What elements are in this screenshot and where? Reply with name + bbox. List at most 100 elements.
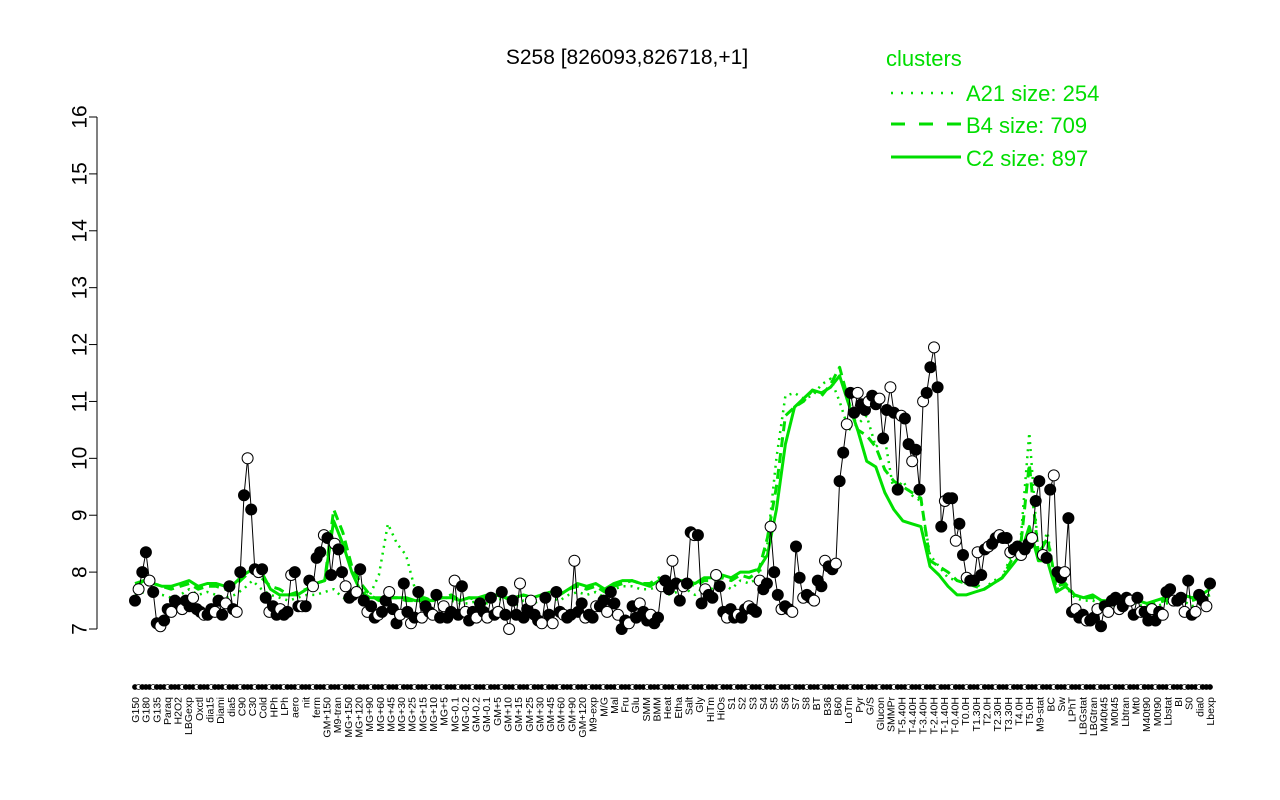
x-tick-label: T4.0H — [1013, 697, 1025, 726]
x-tick-label: dia0 — [1194, 697, 1206, 717]
x-tick-label: T-1.40H — [939, 697, 951, 734]
y-tick-label: 8 — [68, 566, 91, 578]
x-tick-label: G135 — [151, 697, 163, 723]
data-point — [506, 594, 519, 607]
data-point — [1164, 583, 1177, 596]
x-tick-label: Etha — [673, 697, 685, 719]
x-tick-label: T-3.40H — [918, 697, 930, 734]
x-tick-label: M0t90 — [1152, 697, 1164, 726]
data-point — [550, 586, 563, 598]
data-point — [132, 583, 145, 596]
x-tick-label: HPh — [268, 697, 280, 718]
data-point — [837, 446, 850, 459]
x-tick-label: Mal — [609, 697, 621, 714]
x-tick-label: ferm — [311, 697, 323, 718]
data-point — [710, 569, 723, 581]
x-tick-label: Diami — [215, 697, 227, 724]
data-point — [750, 605, 762, 618]
data-point — [884, 381, 897, 394]
x-tick-label: Fru — [620, 697, 632, 713]
x-tick-label: B60 — [833, 697, 845, 716]
x-tick-label: nit — [300, 697, 312, 708]
x-tick-label: Cold — [258, 697, 270, 719]
x-tick-label: GM+120 — [577, 697, 589, 738]
x-tick-label: MG-0.1 — [449, 697, 461, 732]
x-tick-label: M/G — [598, 697, 610, 717]
x-tick-label: Lbexp — [1205, 697, 1217, 726]
data-point — [412, 586, 425, 598]
data-point — [139, 546, 152, 559]
data-point — [946, 492, 959, 505]
data-point — [873, 392, 886, 405]
x-tick-label: Gly — [694, 696, 706, 713]
data-point — [129, 594, 141, 607]
data-point — [931, 381, 944, 394]
data-point — [898, 412, 911, 425]
data-point — [158, 614, 171, 627]
data-point — [216, 608, 229, 621]
data-point — [935, 520, 948, 533]
data-point — [307, 580, 319, 593]
y-tick-label: 10 — [68, 447, 91, 470]
data-point — [230, 605, 243, 618]
x-tick-label: T5.0H — [1024, 697, 1036, 726]
x-tick-label: MG+45 — [385, 697, 397, 732]
x-tick-label: T2.30H — [992, 697, 1004, 731]
data-point — [760, 577, 773, 590]
x-tick-label: T-5.40H — [896, 697, 908, 734]
x-tick-label: Pyr — [854, 696, 866, 712]
data-point — [136, 566, 149, 579]
x-tick-label: BT — [811, 696, 823, 710]
x-tick-label: SMM — [641, 697, 653, 722]
data-point — [771, 588, 784, 601]
x-tick-label: GM+15 — [513, 697, 525, 732]
data-point — [546, 617, 559, 630]
x-tick-label: S0 — [1184, 697, 1196, 710]
data-point — [288, 566, 301, 579]
x-tick-label: S2 — [737, 697, 749, 710]
x-tick-label: Glucon — [875, 697, 887, 730]
data-point — [245, 503, 258, 516]
y-tick-label: 7 — [68, 623, 91, 635]
data-point — [851, 386, 864, 399]
x-tick-label: S3 — [747, 697, 759, 710]
data-point — [339, 580, 352, 593]
data-point — [691, 529, 704, 542]
data-point — [430, 588, 443, 601]
data-point — [539, 591, 552, 604]
y-tick-label: 12 — [68, 333, 91, 356]
x-tick-label: LPh — [279, 697, 291, 716]
data-point — [165, 605, 178, 618]
x-tick-label: MG+120 — [354, 697, 366, 738]
data-point — [840, 418, 853, 431]
x-tick-label: S7 — [790, 697, 802, 710]
x-tick-label: GM-0.1 — [481, 697, 493, 732]
x-tick-label: Salt — [684, 697, 696, 715]
data-point — [920, 386, 933, 399]
y-tick-label: 13 — [68, 276, 91, 299]
x-tick-label: T0.0H — [960, 697, 972, 726]
x-tick-label: MG+5 — [439, 697, 451, 726]
x-axis: G150G180G135ParaqH2O2LBGexpOxctldia15Dia… — [130, 684, 1217, 738]
y-tick-label: 16 — [68, 105, 91, 128]
data-point — [1102, 605, 1115, 618]
x-tick-label: S8 — [801, 697, 813, 710]
data-point — [790, 540, 802, 553]
data-point — [1095, 620, 1107, 633]
data-point — [848, 406, 861, 419]
x-tick-label: BMM — [652, 697, 664, 722]
data-point — [928, 341, 940, 354]
x-tick-label: Oxctl — [194, 697, 206, 721]
data-point — [597, 594, 610, 607]
data-point — [1204, 577, 1216, 590]
data-point — [695, 597, 708, 610]
x-tick-label: Paraq — [162, 697, 174, 725]
data-point — [829, 557, 842, 570]
x-tick-label: GM+10 — [503, 697, 515, 732]
data-point — [1026, 532, 1038, 544]
x-tick-label: M9-stat — [1035, 697, 1047, 732]
x-tick-label: SMMPr — [886, 697, 898, 733]
x-tick-label: T1.30H — [971, 697, 983, 731]
cluster-line-a21 — [134, 377, 1211, 611]
x-tick-label: G150 — [130, 697, 142, 723]
